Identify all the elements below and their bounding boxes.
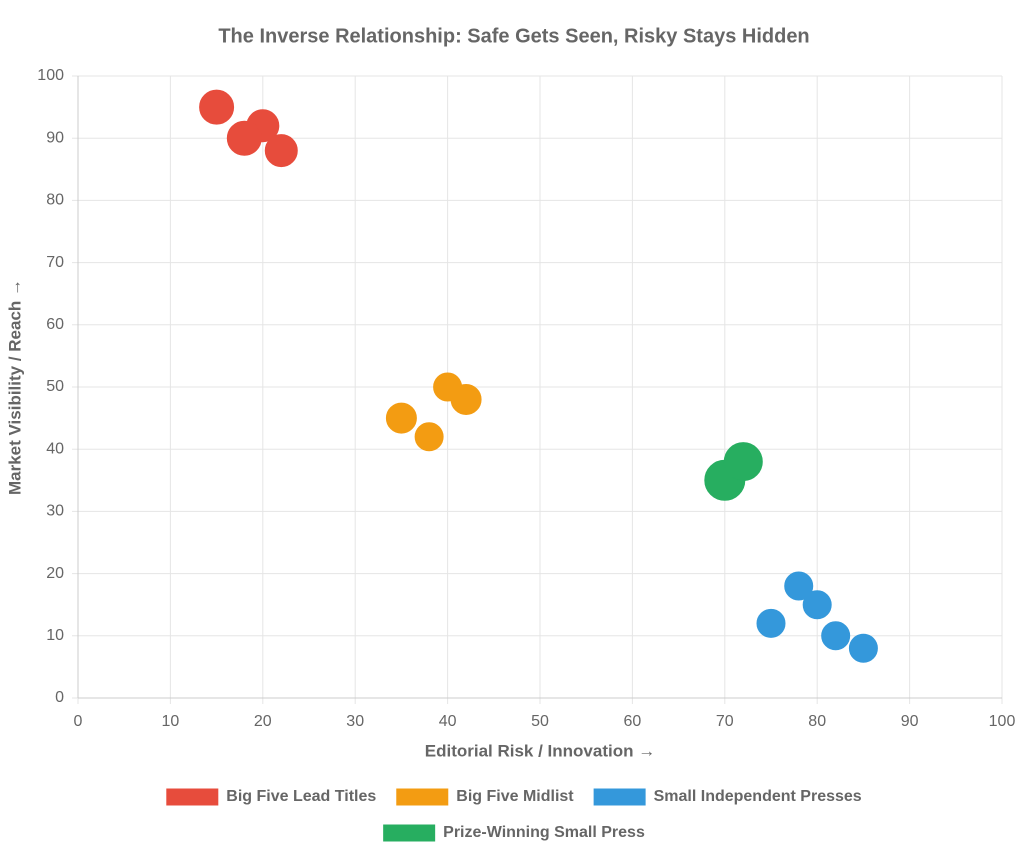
legend-swatch — [383, 824, 436, 842]
bubble — [848, 633, 878, 663]
x-tick-label: 50 — [531, 713, 549, 730]
y-tick-label: 60 — [46, 316, 64, 333]
y-tick-label: 20 — [46, 565, 64, 582]
y-tick-label: 30 — [46, 503, 64, 520]
bubble — [414, 422, 444, 452]
bubble — [821, 621, 851, 651]
legend-label: Big Five Lead Titles — [226, 788, 376, 805]
bubble — [226, 120, 262, 156]
y-tick-label: 90 — [46, 129, 64, 146]
bubble — [385, 402, 417, 434]
bubble — [756, 608, 786, 638]
x-axis-title: Editorial Risk / Innovation → — [425, 741, 655, 760]
x-tick-label: 100 — [989, 713, 1016, 730]
y-tick-label: 100 — [37, 67, 64, 84]
bubble — [784, 571, 814, 601]
y-axis-title: Market Visibility / Reach → — [5, 279, 24, 495]
x-tick-label: 40 — [439, 713, 457, 730]
x-tick-label: 10 — [162, 713, 180, 730]
bubble — [199, 89, 235, 125]
legend-swatch — [593, 788, 646, 806]
legend-swatch — [396, 788, 449, 806]
chart-title: The Inverse Relationship: Safe Gets Seen… — [218, 25, 809, 47]
y-tick-label: 0 — [55, 689, 64, 706]
bubble — [450, 383, 482, 415]
legend-label: Prize-Winning Small Press — [443, 824, 645, 841]
x-tick-label: 90 — [901, 713, 919, 730]
bubble — [802, 590, 832, 620]
y-tick-label: 40 — [46, 440, 64, 457]
bubble — [723, 442, 763, 482]
x-tick-label: 60 — [624, 713, 642, 730]
x-tick-label: 80 — [808, 713, 826, 730]
legend-swatch — [166, 788, 219, 806]
y-tick-label: 10 — [46, 627, 64, 644]
y-tick-label: 80 — [46, 192, 64, 209]
y-tick-label: 50 — [46, 378, 64, 395]
legend-label: Small Independent Presses — [654, 788, 862, 805]
x-tick-label: 70 — [716, 713, 734, 730]
legend-label: Big Five Midlist — [456, 788, 574, 805]
x-tick-label: 0 — [74, 713, 83, 730]
x-tick-label: 20 — [254, 713, 272, 730]
bubble — [264, 134, 298, 168]
x-tick-label: 30 — [346, 713, 364, 730]
y-tick-label: 70 — [46, 254, 64, 271]
